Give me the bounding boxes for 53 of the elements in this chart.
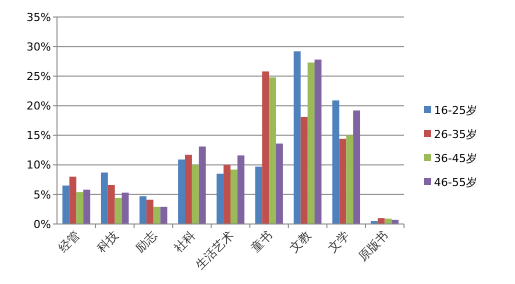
bar — [76, 192, 84, 224]
bar — [178, 160, 186, 224]
bar — [83, 190, 90, 224]
legend-label: 26-35岁 — [434, 128, 477, 141]
bar — [269, 77, 276, 224]
y-tick-label: 15% — [26, 129, 51, 142]
bar — [69, 176, 76, 224]
bar — [346, 135, 354, 224]
bar — [237, 155, 244, 224]
bar — [339, 138, 346, 224]
y-tick-label: 10% — [26, 158, 51, 172]
bar — [100, 172, 108, 224]
bar — [146, 200, 154, 224]
bar — [294, 51, 301, 224]
legend-label: 36-45岁 — [434, 152, 477, 165]
bar — [114, 198, 122, 224]
y-tick-label: 0% — [34, 218, 51, 231]
bar — [224, 164, 230, 224]
bar — [314, 60, 322, 224]
bar — [140, 196, 146, 224]
bar — [230, 170, 238, 224]
x-tick-label: 社科 — [171, 228, 198, 256]
y-tick-label: 25% — [26, 70, 51, 83]
y-tick-label: 20% — [26, 100, 51, 113]
bar — [255, 166, 262, 224]
x-tick-label: 励志 — [132, 228, 160, 256]
bar — [308, 62, 315, 224]
x-tick-label: 童书 — [248, 228, 276, 256]
bar — [300, 116, 308, 224]
legend-label: 46-55岁 — [434, 176, 477, 189]
x-tick-label: 文学 — [325, 228, 352, 256]
bar — [185, 154, 192, 224]
bar — [198, 146, 206, 224]
bar — [153, 206, 160, 224]
x-tick-label: 原版书 — [355, 228, 391, 264]
x-tick-label: 文教 — [286, 228, 314, 256]
bar — [122, 192, 129, 224]
bar — [262, 71, 270, 224]
bar — [108, 184, 115, 224]
bar — [192, 164, 199, 224]
bar — [332, 100, 340, 224]
x-tick-label: 科技 — [94, 228, 121, 256]
bar — [160, 206, 168, 224]
y-tick-label: 5% — [34, 188, 51, 202]
y-tick-label: 35% — [26, 10, 51, 24]
bar — [384, 218, 392, 224]
y-tick-label: 30% — [26, 40, 51, 54]
bar — [216, 174, 224, 224]
bar — [62, 186, 70, 224]
x-tick-label: 经管 — [56, 228, 82, 256]
bar — [276, 144, 283, 224]
legend-label: 16-25岁 — [434, 104, 477, 117]
bar — [353, 110, 360, 224]
